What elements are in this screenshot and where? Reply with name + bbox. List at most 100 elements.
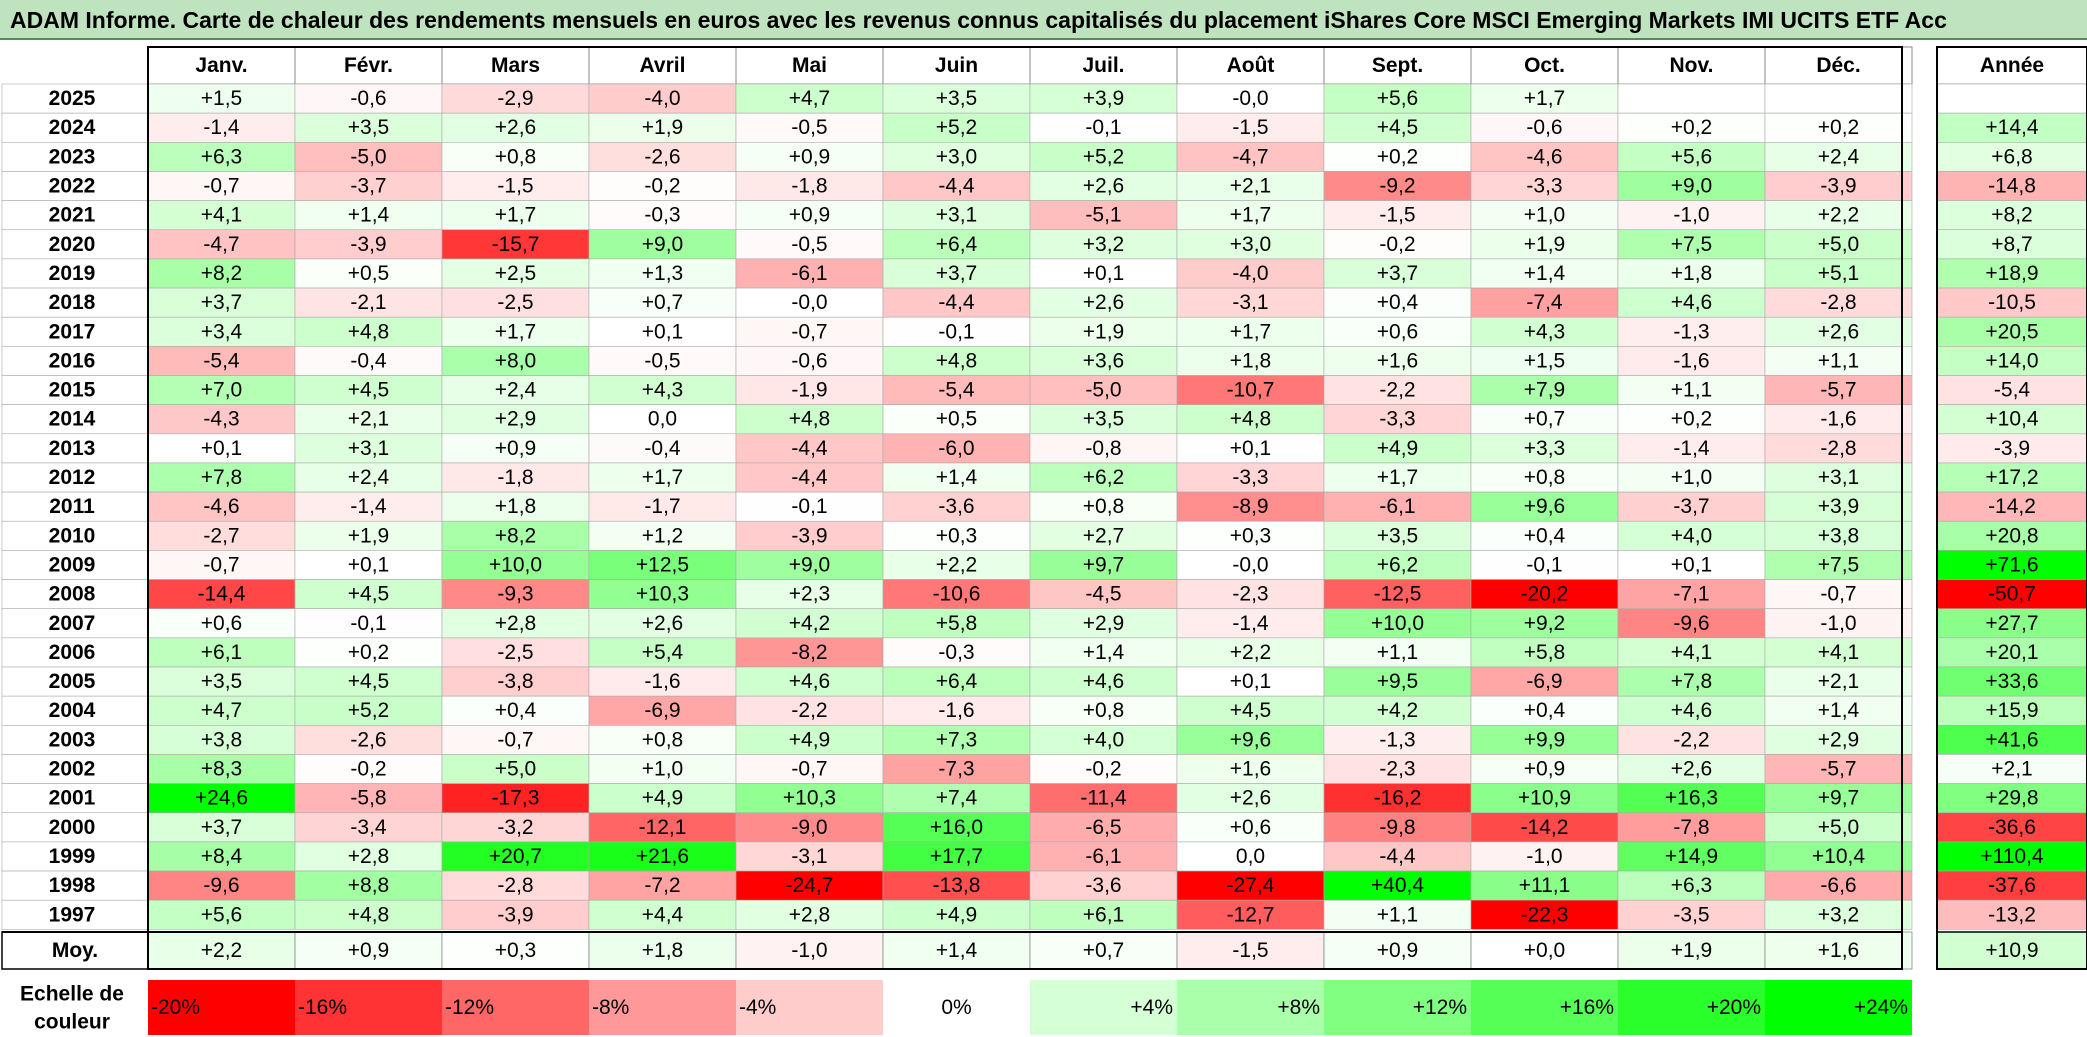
cell-value: +4,1 xyxy=(201,204,242,227)
month-header-12: Déc. xyxy=(1816,54,1860,77)
cell-value: -3,9 xyxy=(1820,175,1856,198)
heatmap-cell xyxy=(735,491,884,522)
cell-value: -0,7 xyxy=(1820,583,1856,606)
heatmap-cell xyxy=(1029,520,1178,551)
heatmap-cell xyxy=(1176,462,1325,493)
cell-value: -8,2 xyxy=(791,641,827,664)
heatmap-cell xyxy=(1176,870,1325,901)
cell-value: +1,4 xyxy=(1083,641,1125,664)
heatmap-cell xyxy=(1029,870,1178,901)
cell-value: +4,4 xyxy=(642,903,684,926)
heatmap-cell xyxy=(735,142,884,172)
cell-value: +3,5 xyxy=(1083,408,1124,431)
heatmap-cell xyxy=(735,287,884,318)
heatmap-cell xyxy=(147,258,296,289)
cell-value: +7,5 xyxy=(1818,553,1859,576)
avg-value: +1,9 xyxy=(1671,939,1712,962)
heatmap-cell xyxy=(1029,346,1178,376)
cell-value: +0,8 xyxy=(1083,699,1124,722)
heatmap-cell xyxy=(294,229,443,260)
year-label-2025: 2025 xyxy=(49,87,96,110)
cell-value: -12,5 xyxy=(1374,583,1422,606)
heatmap-cell xyxy=(1617,783,1766,814)
heatmap-cell xyxy=(1764,841,1913,872)
heatmap-cell xyxy=(882,258,1031,289)
heatmap-cell xyxy=(1176,550,1325,580)
year-label-2015: 2015 xyxy=(49,379,96,402)
heatmap-cell xyxy=(441,83,590,114)
year-label-2004: 2004 xyxy=(49,699,96,722)
cell-value: -0,4 xyxy=(644,437,681,460)
heatmap-cell xyxy=(1323,229,1472,260)
heatmap-cell xyxy=(1617,346,1766,376)
cell-value: +6,4 xyxy=(936,233,978,256)
heatmap-cell xyxy=(735,433,884,464)
heatmap-cell xyxy=(1764,754,1913,784)
heatmap-cell xyxy=(1470,899,1619,930)
cell-value: -5,4 xyxy=(938,379,975,402)
cell-value: +0,2 xyxy=(348,641,389,664)
heatmap-cell xyxy=(147,171,296,201)
cell-value: -3,7 xyxy=(350,175,386,198)
scale-value: -20% xyxy=(151,996,200,1019)
cell-value: +1,7 xyxy=(495,320,536,343)
cell-value: +2,9 xyxy=(495,408,536,431)
heatmap-cell xyxy=(1764,783,1913,814)
cell-value: -1,0 xyxy=(1673,204,1709,227)
heatmap-cell xyxy=(294,375,443,405)
cell-value: -2,3 xyxy=(1379,758,1415,781)
cell-value: -6,1 xyxy=(1379,495,1415,518)
cell-value: +0,9 xyxy=(495,437,536,460)
annual-cell xyxy=(1936,142,2087,172)
heatmap-cell xyxy=(441,724,590,755)
heatmap-cell xyxy=(735,783,884,814)
cell-value: -4,4 xyxy=(791,466,828,489)
cell-value: +5,2 xyxy=(1083,145,1124,168)
heatmap-cell xyxy=(1764,520,1913,551)
annual-value: +29,8 xyxy=(1985,787,2038,810)
heatmap-cell xyxy=(1176,666,1325,697)
cell-value: -10,7 xyxy=(1227,379,1275,402)
heatmap-cell xyxy=(882,375,1031,405)
cell-value: -4,0 xyxy=(644,87,680,110)
cell-value: -1,4 xyxy=(1232,612,1269,635)
heatmap-cell xyxy=(1617,724,1766,755)
cell-value: +4,0 xyxy=(1671,524,1712,547)
cell-value: +0,2 xyxy=(1818,116,1859,139)
cell-value: -27,4 xyxy=(1227,874,1275,897)
cell-value: -10,6 xyxy=(933,583,981,606)
cell-value: +3,7 xyxy=(201,291,242,314)
year-label-cell xyxy=(1,200,149,231)
heatmap-cell xyxy=(1470,316,1619,347)
heatmap-cell xyxy=(441,550,590,580)
cell-value: -3,3 xyxy=(1232,466,1268,489)
annual-cell xyxy=(1936,346,2087,376)
cell-value: +2,4 xyxy=(495,379,537,402)
month-header-2: Févr. xyxy=(344,54,393,77)
heatmap-cell xyxy=(1323,171,1472,201)
heatmap-cell xyxy=(1176,200,1325,231)
annual-cell xyxy=(1936,433,2087,464)
cell-value: +1,4 xyxy=(936,466,978,489)
heatmap-cell xyxy=(441,346,590,376)
cell-value: +6,3 xyxy=(201,145,242,168)
cell-value: -16,2 xyxy=(1374,787,1422,810)
cell-value: +2,9 xyxy=(1818,728,1859,751)
heatmap-cell xyxy=(1617,316,1766,347)
heatmap-cell xyxy=(294,287,443,318)
cell-value: +4,3 xyxy=(1524,320,1565,343)
cell-value: +4,3 xyxy=(642,379,683,402)
cell-value: +9,7 xyxy=(1083,553,1124,576)
cell-value: +6,2 xyxy=(1083,466,1124,489)
heatmap-cell xyxy=(294,142,443,172)
heatmap-cell xyxy=(588,637,737,668)
heatmap-cell xyxy=(1617,637,1766,668)
heatmap-cell xyxy=(1323,404,1472,435)
heatmap-cell xyxy=(1764,287,1913,318)
cell-value: +2,6 xyxy=(495,116,536,139)
heatmap-cell xyxy=(735,695,884,726)
cell-value: -13,8 xyxy=(933,874,981,897)
heatmap-cell xyxy=(735,112,884,143)
heatmap-cell xyxy=(147,316,296,347)
cell-value: +1,3 xyxy=(642,262,683,285)
